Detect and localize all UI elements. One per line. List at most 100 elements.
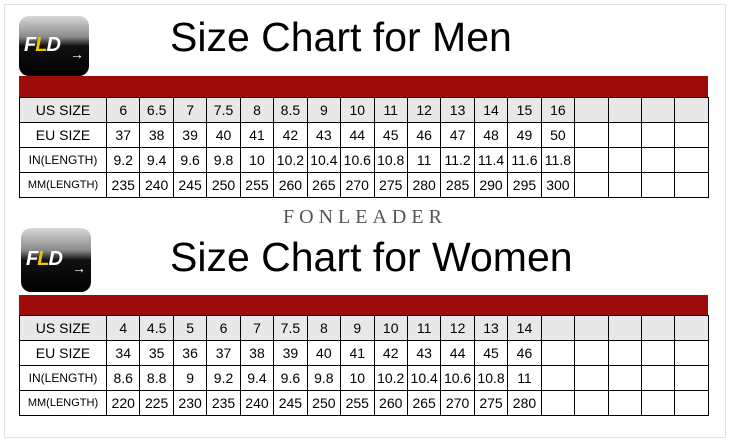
size-cell: 48 <box>473 122 509 148</box>
row-label: US SIZE <box>19 97 107 123</box>
row-label: MM(LENGTH) <box>19 390 107 416</box>
size-cell: 6 <box>206 315 241 341</box>
size-cell: 11.2 <box>440 147 475 173</box>
empty-cell <box>574 122 609 148</box>
empty-cell <box>640 172 676 198</box>
size-cell: 9 <box>306 97 342 123</box>
size-cell: 5 <box>172 315 208 341</box>
size-cell: 44 <box>440 340 475 366</box>
empty-cell <box>607 340 643 366</box>
size-cell: 300 <box>540 172 576 198</box>
size-cell: 14 <box>473 97 509 123</box>
table-row: IN(LENGTH) 9.2 9.4 9.6 9.8 10 10.2 10.4 10.6 10.8… <box>19 147 709 173</box>
size-cell: 235 <box>206 390 241 416</box>
empty-cell <box>674 340 709 366</box>
table-row: MM(LENGTH) 235 240 245 250 255 260 265 270 275 280… <box>19 172 709 198</box>
table-row: MM(LENGTH) 220 225 230 235 240 245 250 255 260 265… <box>19 390 709 416</box>
size-cell: 260 <box>373 390 408 416</box>
size-cell: 10.8 <box>473 365 509 391</box>
size-cell: 15 <box>507 97 542 123</box>
size-cell: 42 <box>373 340 408 366</box>
women-header-band <box>19 295 708 316</box>
size-cell: 255 <box>340 390 375 416</box>
empty-cell <box>640 340 676 366</box>
size-cell: 40 <box>306 340 342 366</box>
size-cell: 11 <box>406 315 442 341</box>
row-label: IN(LENGTH) <box>19 365 107 391</box>
empty-cell <box>574 147 609 173</box>
size-cell: 10.2 <box>373 365 408 391</box>
size-cell: 4 <box>105 315 141 341</box>
empty-cell <box>674 315 709 341</box>
size-cell: 250 <box>306 390 342 416</box>
empty-cell <box>607 390 643 416</box>
size-cell: 11 <box>406 147 442 173</box>
size-cell: 37 <box>105 122 141 148</box>
size-cell: 43 <box>406 340 442 366</box>
row-label: EU SIZE <box>19 340 107 366</box>
size-cell: 10 <box>340 97 375 123</box>
men-chart-title: Size Chart for Men <box>170 14 512 60</box>
size-cell: 11 <box>373 97 408 123</box>
size-cell: 250 <box>206 172 241 198</box>
size-cell: 10.4 <box>306 147 342 173</box>
size-cell: 7.5 <box>273 315 308 341</box>
empty-cell <box>640 365 676 391</box>
empty-cell <box>640 315 676 341</box>
size-cell: 10 <box>239 147 275 173</box>
size-cell: 295 <box>507 172 542 198</box>
size-cell: 47 <box>440 122 475 148</box>
empty-cell <box>574 97 609 123</box>
size-cell: 43 <box>306 122 342 148</box>
empty-cell <box>540 315 576 341</box>
size-cell: 41 <box>239 122 275 148</box>
size-cell: 225 <box>139 390 174 416</box>
size-cell: 41 <box>340 340 375 366</box>
size-cell: 255 <box>239 172 275 198</box>
size-cell: 240 <box>239 390 275 416</box>
size-cell: 13 <box>440 97 475 123</box>
empty-cell <box>607 122 643 148</box>
empty-cell <box>607 315 643 341</box>
empty-cell <box>540 390 576 416</box>
brand-name: FONLEADER <box>283 206 447 228</box>
size-cell: 4.5 <box>139 315 174 341</box>
size-cell: 14 <box>507 315 542 341</box>
size-cell: 245 <box>172 172 208 198</box>
table-row: IN(LENGTH) 8.6 8.8 9 9.2 9.4 9.6 9.8 10 10.2 10.4 1… <box>19 365 709 391</box>
size-cell: 37 <box>206 340 241 366</box>
empty-cell <box>674 122 709 148</box>
size-cell: 265 <box>306 172 342 198</box>
size-cell: 8.6 <box>105 365 141 391</box>
size-cell: 280 <box>406 172 442 198</box>
size-cell: 46 <box>507 340 542 366</box>
image-frame <box>4 4 726 438</box>
size-cell: 12 <box>440 315 475 341</box>
empty-cell <box>640 97 676 123</box>
table-row: US SIZE 4 4.5 5 6 7 7.5 8 9 10 11 12 13 14 <box>19 315 709 341</box>
size-cell: 50 <box>540 122 576 148</box>
table-row: EU SIZE 37 38 39 40 41 42 43 44 45 46 47 48 49 50 <box>19 122 709 148</box>
empty-cell <box>574 365 609 391</box>
size-cell: 42 <box>273 122 308 148</box>
empty-cell <box>574 172 609 198</box>
size-cell: 9.4 <box>239 365 275 391</box>
size-cell: 285 <box>440 172 475 198</box>
size-cell: 8 <box>306 315 342 341</box>
size-cell: 220 <box>105 390 141 416</box>
size-cell: 235 <box>105 172 141 198</box>
size-cell: 275 <box>473 390 509 416</box>
empty-cell <box>574 315 609 341</box>
size-cell: 8 <box>239 97 275 123</box>
size-cell: 10.6 <box>440 365 475 391</box>
brand-logo-men: FLD → <box>19 16 89 76</box>
size-cell: 240 <box>139 172 174 198</box>
size-cell: 10.4 <box>406 365 442 391</box>
size-cell: 8.5 <box>273 97 308 123</box>
women-chart-title: Size Chart for Women <box>170 234 573 280</box>
size-cell: 46 <box>406 122 442 148</box>
empty-cell <box>574 390 609 416</box>
empty-cell <box>674 97 709 123</box>
brand-logo-women: FLD → <box>21 228 91 292</box>
table-row: EU SIZE 34 35 36 37 38 39 40 41 42 43 44 45 46 <box>19 340 709 366</box>
